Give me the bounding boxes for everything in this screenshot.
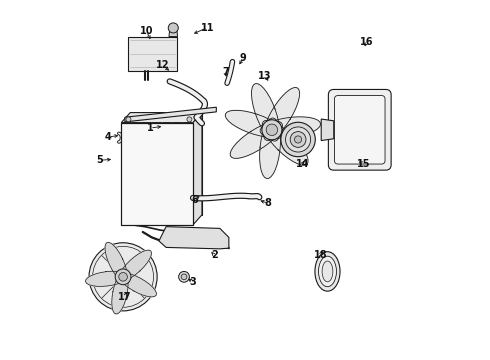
Polygon shape <box>260 118 280 179</box>
FancyBboxPatch shape <box>335 95 385 164</box>
Circle shape <box>89 243 157 311</box>
Polygon shape <box>260 117 320 138</box>
Polygon shape <box>128 37 177 71</box>
Circle shape <box>290 132 306 147</box>
Circle shape <box>262 120 282 140</box>
Text: 17: 17 <box>118 292 132 302</box>
Polygon shape <box>122 113 202 123</box>
Text: 1: 1 <box>147 123 153 133</box>
Polygon shape <box>264 87 299 140</box>
Ellipse shape <box>318 256 337 287</box>
Text: 11: 11 <box>200 23 214 33</box>
Text: 16: 16 <box>360 37 374 47</box>
Text: 5: 5 <box>97 155 103 165</box>
Text: 2: 2 <box>211 250 218 260</box>
Text: 3: 3 <box>190 277 196 287</box>
Text: 12: 12 <box>156 60 169 70</box>
Circle shape <box>179 271 190 282</box>
Circle shape <box>266 124 278 135</box>
Circle shape <box>119 273 127 281</box>
Polygon shape <box>169 30 177 37</box>
Polygon shape <box>321 119 334 140</box>
Text: 10: 10 <box>140 26 153 36</box>
Text: 6: 6 <box>192 195 198 205</box>
Polygon shape <box>159 226 229 249</box>
Polygon shape <box>125 107 216 122</box>
Polygon shape <box>118 273 156 297</box>
Text: 4: 4 <box>105 132 111 142</box>
Text: 7: 7 <box>222 67 229 77</box>
Polygon shape <box>193 113 202 225</box>
Polygon shape <box>230 121 282 158</box>
Text: 8: 8 <box>265 198 272 208</box>
Text: 13: 13 <box>258 71 271 81</box>
Circle shape <box>187 117 192 122</box>
Circle shape <box>181 274 187 280</box>
Text: 9: 9 <box>240 53 246 63</box>
Circle shape <box>115 269 131 285</box>
Circle shape <box>126 117 131 122</box>
Polygon shape <box>225 110 283 138</box>
Polygon shape <box>105 242 127 282</box>
Text: 14: 14 <box>295 159 309 169</box>
FancyBboxPatch shape <box>328 89 391 170</box>
Ellipse shape <box>322 261 333 282</box>
Circle shape <box>168 23 178 33</box>
Circle shape <box>286 127 311 152</box>
Circle shape <box>294 136 302 143</box>
Polygon shape <box>85 271 128 286</box>
Circle shape <box>281 122 315 157</box>
Polygon shape <box>122 123 193 225</box>
Ellipse shape <box>315 252 340 291</box>
Polygon shape <box>130 113 202 215</box>
Polygon shape <box>262 120 308 165</box>
Text: 18: 18 <box>314 250 327 260</box>
Polygon shape <box>119 250 151 281</box>
Text: 15: 15 <box>357 159 370 169</box>
Polygon shape <box>251 84 280 141</box>
Polygon shape <box>112 272 128 314</box>
